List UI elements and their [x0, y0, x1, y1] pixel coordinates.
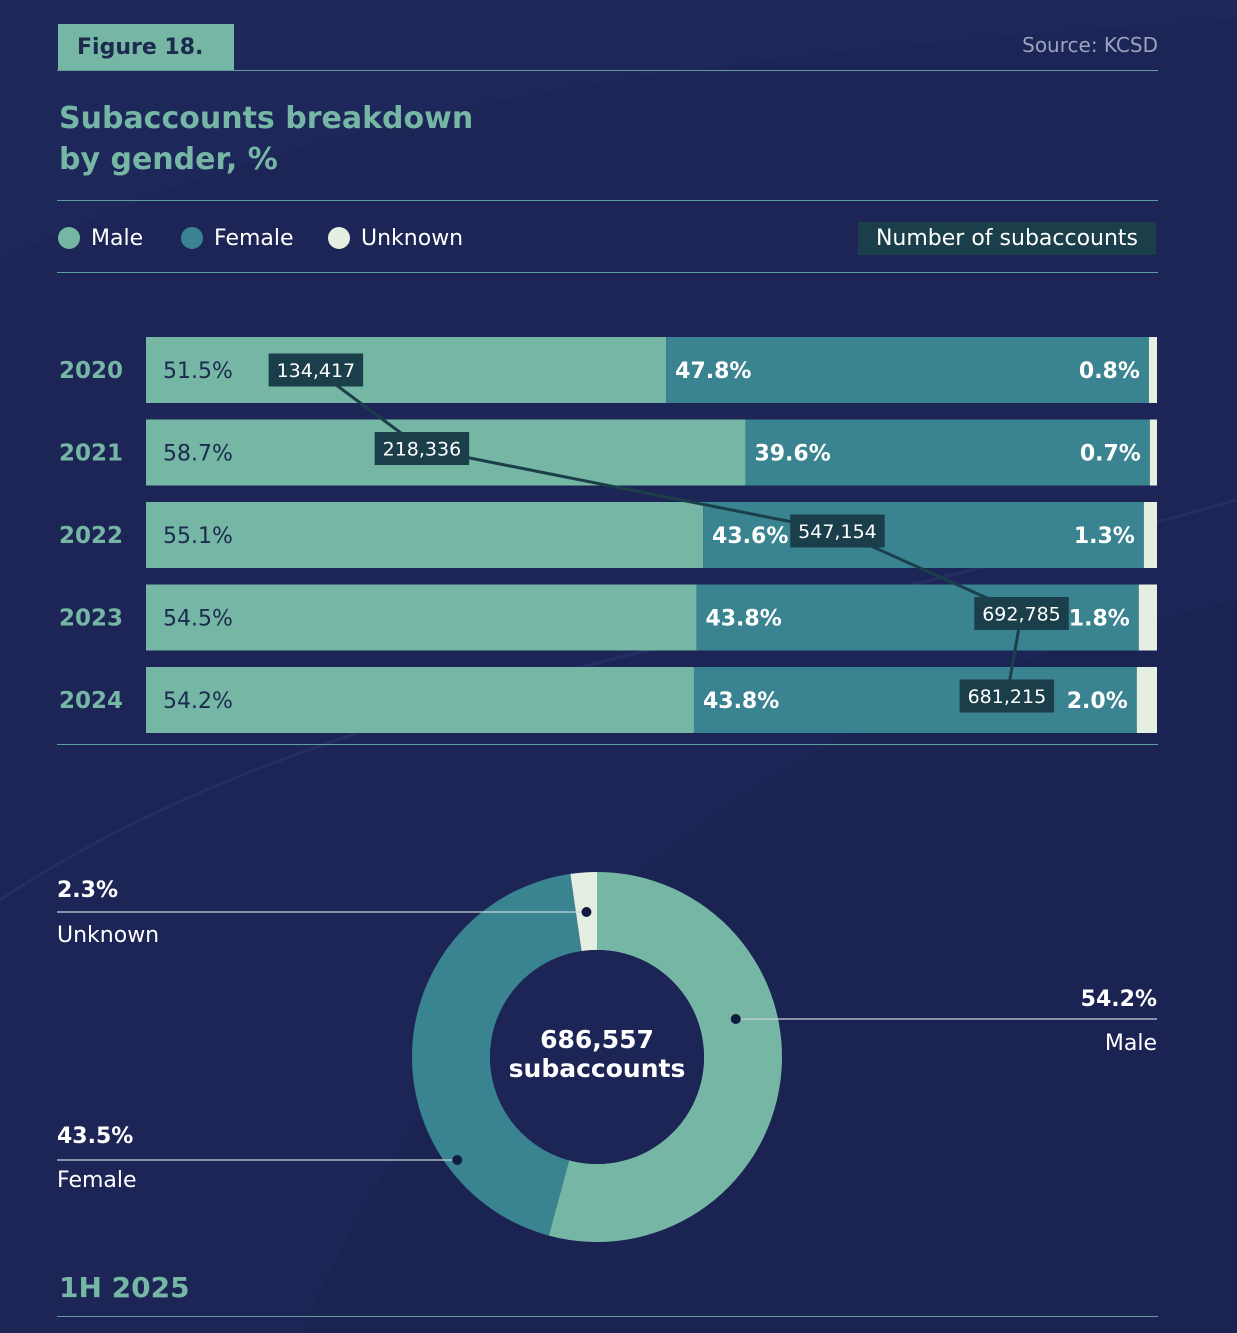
category-label-2020: 2020	[59, 358, 123, 384]
callout-value-male: 54.2%	[1081, 987, 1157, 1012]
bar-segment-female-2024	[693, 667, 1137, 733]
bar-segment-unknown-2020	[1148, 337, 1157, 403]
category-label-2023: 2023	[59, 606, 123, 632]
data-label-unknown-2023: 1.8%	[1069, 607, 1130, 632]
bar-segment-male-2020	[146, 337, 667, 403]
callout-dot-unknown	[581, 907, 592, 917]
donut-center-value: 686,557	[540, 1025, 654, 1054]
bar-segment-male-2024	[146, 667, 694, 733]
subaccounts-label-2020: 134,417	[277, 360, 356, 382]
divider	[57, 744, 1158, 745]
category-label-2024: 2024	[59, 688, 123, 714]
donut-slice-female	[412, 873, 582, 1236]
callout-name-male: Male	[1105, 1031, 1157, 1056]
data-label-male-2021: 58.7%	[163, 442, 233, 467]
data-label-female-2020: 47.8%	[675, 359, 751, 384]
callout-dot-female	[452, 1155, 463, 1165]
figure-label: Figure 18.	[58, 24, 234, 71]
data-label-unknown-2022: 1.3%	[1074, 524, 1135, 549]
subaccounts-label-box-2024	[959, 679, 1055, 713]
data-label-female-2024: 43.8%	[703, 689, 779, 714]
divider	[57, 272, 1158, 273]
legend-item-unknown: Unknown	[328, 222, 463, 254]
category-label-2022: 2022	[59, 523, 123, 549]
data-label-male-2023: 54.5%	[163, 607, 233, 632]
data-label-unknown-2021: 0.7%	[1080, 442, 1141, 467]
subaccounts-label-box-2020	[268, 353, 364, 387]
subaccounts-label-2024: 681,215	[968, 686, 1047, 708]
subaccounts-label-2022: 547,154	[798, 521, 877, 543]
data-label-female-2023: 43.8%	[705, 607, 781, 632]
data-label-unknown-2020: 0.8%	[1079, 359, 1140, 384]
legend-swatch-unknown	[328, 227, 350, 249]
data-label-female-2022: 43.6%	[712, 524, 788, 549]
subaccounts-label-2021: 218,336	[383, 439, 462, 461]
legend-number-of-subaccounts: Number of subaccounts	[858, 222, 1156, 255]
bar-segment-female-2022	[703, 502, 1144, 568]
donut-hole	[490, 950, 704, 1164]
data-label-unknown-2024: 2.0%	[1067, 689, 1128, 714]
bar-segment-unknown-2021	[1149, 419, 1157, 486]
divider	[57, 70, 1158, 71]
data-label-male-2024: 54.2%	[163, 689, 233, 714]
donut-slice-male	[548, 872, 783, 1242]
bar-segment-male-2022	[146, 502, 704, 568]
bar-segment-unknown-2022	[1143, 502, 1157, 568]
data-label-male-2020: 51.5%	[163, 359, 233, 384]
chart-title-line-2: by gender, %	[59, 142, 278, 177]
callout-value-unknown: 2.3%	[57, 878, 118, 903]
donut-center-label: subaccounts	[509, 1054, 686, 1083]
bar-segment-female-2021	[745, 419, 1150, 486]
bar-segment-unknown-2024	[1136, 667, 1157, 733]
data-label-male-2022: 55.1%	[163, 524, 233, 549]
chart-title: Subaccounts breakdown by gender, %	[59, 98, 473, 180]
bar-segment-unknown-2023	[1138, 584, 1157, 651]
donut-period-label: 1H 2025	[59, 1271, 190, 1304]
legend-item-female: Female	[181, 222, 294, 254]
callout-dot-male	[730, 1014, 741, 1024]
subaccounts-label-box-2023	[974, 597, 1069, 630]
callout-name-female: Female	[57, 1168, 137, 1193]
legend-label-female: Female	[214, 225, 294, 251]
divider	[57, 200, 1158, 201]
category-label-2021: 2021	[59, 441, 123, 467]
subaccounts-label-box-2021	[374, 432, 470, 465]
bar-segment-male-2023	[146, 584, 697, 651]
stacked-bar-chart: 2020 51.5% 47.8% 0.8% 2021 58.7% 39.6% 0.7% 2022…	[59, 337, 1157, 733]
divider	[57, 1316, 1158, 1317]
bar-segment-female-2020	[666, 337, 1149, 403]
legend-label-unknown: Unknown	[361, 225, 464, 251]
callout-value-female: 43.5%	[57, 1124, 133, 1149]
source-note: Source: KCSD	[1022, 33, 1158, 57]
subaccounts-label-2023: 692,785	[982, 604, 1061, 626]
legend-swatch-male	[58, 227, 80, 249]
legend-label-male: Male	[91, 225, 144, 251]
subaccounts-label-box-2022	[790, 514, 885, 548]
legend-item-male: Male	[58, 222, 143, 254]
legend-swatch-female	[181, 227, 203, 249]
chart-title-line-1: Subaccounts breakdown	[59, 101, 474, 136]
callout-name-unknown: Unknown	[57, 923, 159, 948]
data-label-female-2021: 39.6%	[754, 442, 830, 467]
